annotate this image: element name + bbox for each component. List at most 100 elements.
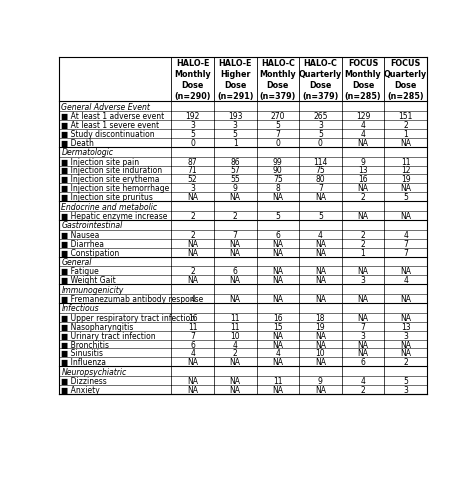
Text: ■ Upper respiratory tract infection: ■ Upper respiratory tract infection xyxy=(61,313,195,322)
Text: NA: NA xyxy=(315,331,326,340)
Text: 11: 11 xyxy=(230,313,240,322)
Text: NA: NA xyxy=(357,313,369,322)
Text: 11: 11 xyxy=(188,322,197,331)
Text: ■ Study discontinuation: ■ Study discontinuation xyxy=(61,130,155,138)
Text: ■ Urinary tract infection: ■ Urinary tract infection xyxy=(61,331,156,340)
Text: NA: NA xyxy=(230,294,241,303)
Text: 16: 16 xyxy=(273,313,283,322)
Text: NA: NA xyxy=(187,385,198,394)
Text: NA: NA xyxy=(230,276,241,285)
Text: HALO-C
Quarterly
Dose
(n=379): HALO-C Quarterly Dose (n=379) xyxy=(299,59,342,101)
Text: 75: 75 xyxy=(316,166,325,175)
Text: 57: 57 xyxy=(230,166,240,175)
Text: NA: NA xyxy=(315,239,326,248)
Text: NA: NA xyxy=(400,340,411,349)
Text: NA: NA xyxy=(357,349,369,358)
Text: 3: 3 xyxy=(403,385,408,394)
Text: 52: 52 xyxy=(188,175,197,184)
Text: 13: 13 xyxy=(401,322,410,331)
Text: ■ Fremanezumab antibody response: ■ Fremanezumab antibody response xyxy=(61,294,203,303)
Text: 9: 9 xyxy=(318,377,323,385)
Text: 11: 11 xyxy=(273,377,283,385)
Text: 8: 8 xyxy=(275,184,280,193)
Text: General Adverse Event: General Adverse Event xyxy=(62,103,150,111)
Text: 114: 114 xyxy=(313,157,328,166)
Text: 86: 86 xyxy=(230,157,240,166)
Text: 4: 4 xyxy=(361,377,365,385)
Text: 71: 71 xyxy=(188,166,197,175)
Text: NA: NA xyxy=(400,212,411,221)
Text: 1: 1 xyxy=(233,138,237,148)
Text: General: General xyxy=(62,257,92,266)
Text: NA: NA xyxy=(273,340,283,349)
Text: NA: NA xyxy=(273,331,283,340)
Text: 2: 2 xyxy=(361,230,365,239)
Text: 2: 2 xyxy=(190,230,195,239)
Text: 4: 4 xyxy=(361,130,365,138)
Text: NA: NA xyxy=(315,276,326,285)
Text: 4: 4 xyxy=(233,340,237,349)
Text: NA: NA xyxy=(230,239,241,248)
Text: NA: NA xyxy=(187,248,198,257)
Text: 16: 16 xyxy=(358,175,368,184)
Text: 0: 0 xyxy=(275,138,280,148)
Text: NA: NA xyxy=(230,385,241,394)
Text: 2: 2 xyxy=(361,239,365,248)
Text: 4: 4 xyxy=(190,349,195,358)
Text: FOCUS
Monthly
Dose
(n=285): FOCUS Monthly Dose (n=285) xyxy=(345,59,382,101)
Text: ■ At least 1 severe event: ■ At least 1 severe event xyxy=(61,121,159,130)
Text: 2: 2 xyxy=(361,193,365,202)
Text: 7: 7 xyxy=(403,239,408,248)
Text: 4: 4 xyxy=(403,276,408,285)
Text: 4: 4 xyxy=(275,349,280,358)
Text: 7: 7 xyxy=(318,184,323,193)
Text: 2: 2 xyxy=(233,349,237,358)
Text: ■ Sinusitis: ■ Sinusitis xyxy=(61,349,103,358)
Text: 4: 4 xyxy=(403,230,408,239)
Text: NA: NA xyxy=(400,313,411,322)
Text: ■ At least 1 adverse event: ■ At least 1 adverse event xyxy=(61,112,164,121)
Text: 11: 11 xyxy=(230,322,240,331)
Text: 19: 19 xyxy=(316,322,325,331)
Text: 7: 7 xyxy=(403,248,408,257)
Text: 15: 15 xyxy=(273,322,283,331)
Text: ■ Nausea: ■ Nausea xyxy=(61,230,100,239)
Text: NA: NA xyxy=(187,377,198,385)
Text: 7: 7 xyxy=(361,322,365,331)
Text: 5: 5 xyxy=(403,377,408,385)
Text: 7: 7 xyxy=(233,230,237,239)
Text: 3: 3 xyxy=(361,331,365,340)
Text: Neuropsychiatric: Neuropsychiatric xyxy=(62,367,127,376)
Text: ■ Constipation: ■ Constipation xyxy=(61,248,119,257)
Text: 2: 2 xyxy=(361,385,365,394)
Text: 6: 6 xyxy=(233,267,237,276)
Text: 12: 12 xyxy=(401,166,410,175)
Text: 3: 3 xyxy=(403,331,408,340)
Text: 5: 5 xyxy=(318,130,323,138)
Text: Dermatologic: Dermatologic xyxy=(62,148,113,157)
Text: NA: NA xyxy=(273,239,283,248)
Text: NA: NA xyxy=(230,193,241,202)
Text: NA: NA xyxy=(230,358,241,367)
Text: 3: 3 xyxy=(190,121,195,130)
Text: ■ Injection site pruritus: ■ Injection site pruritus xyxy=(61,193,153,202)
Text: ■ Injection site pain: ■ Injection site pain xyxy=(61,157,139,166)
Text: 55: 55 xyxy=(230,175,240,184)
Text: Infectious: Infectious xyxy=(62,303,99,313)
Text: NA: NA xyxy=(400,184,411,193)
Text: 6: 6 xyxy=(190,340,195,349)
Text: 5: 5 xyxy=(233,130,237,138)
Text: NA: NA xyxy=(273,294,283,303)
Text: NA: NA xyxy=(315,385,326,394)
Text: NA: NA xyxy=(400,349,411,358)
Text: NA: NA xyxy=(357,267,369,276)
Text: Endocrine and metabolic: Endocrine and metabolic xyxy=(62,202,157,212)
Text: 7: 7 xyxy=(275,130,280,138)
Text: ■ Anxiety: ■ Anxiety xyxy=(61,385,100,394)
Text: NA: NA xyxy=(187,358,198,367)
Text: 5: 5 xyxy=(275,212,280,221)
Text: NA: NA xyxy=(357,184,369,193)
Text: 10: 10 xyxy=(316,349,325,358)
Text: NA: NA xyxy=(187,193,198,202)
Text: 10: 10 xyxy=(230,331,240,340)
